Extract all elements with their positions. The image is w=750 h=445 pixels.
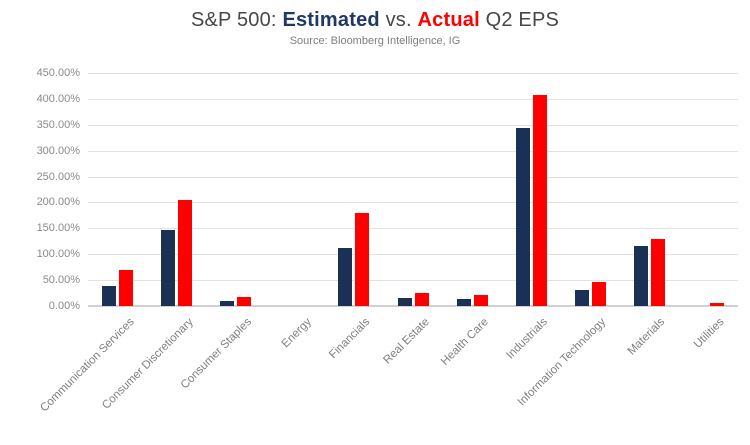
x-axis-label: Health Care [438, 316, 491, 368]
x-axis-label: Financials [327, 316, 373, 362]
bar-estimated [575, 290, 589, 306]
y-tick-label: 0.00% [48, 300, 80, 312]
y-tick-label: 300.00% [36, 144, 80, 157]
title-suffix: Q2 EPS [479, 9, 560, 31]
y-tick-label: 50.00% [42, 274, 80, 287]
gridline [88, 99, 738, 100]
y-tick-label: 350.00% [36, 118, 80, 131]
bar-estimated [516, 128, 530, 306]
gridline [88, 202, 738, 203]
bar-actual [474, 295, 488, 306]
gridline [88, 177, 738, 178]
chart-title: S&P 500: Estimated vs. Actual Q2 EPS [0, 9, 750, 32]
bar-actual [355, 213, 369, 306]
plot-area [88, 73, 738, 307]
x-axis-label: Communication Services [38, 316, 137, 415]
bar-group [338, 213, 369, 306]
gridline [88, 254, 738, 255]
bar-group [516, 95, 547, 306]
y-tick-label: 200.00% [36, 196, 80, 209]
x-axis-label: Real Estate [380, 316, 432, 367]
chart-subtitle: Source: Bloomberg Intelligence, IG [289, 35, 461, 47]
bar-estimated [457, 299, 471, 306]
bar-group [575, 282, 606, 306]
bar-estimated [338, 248, 352, 306]
bar-estimated [161, 230, 175, 306]
y-tick-label: 100.00% [36, 248, 80, 261]
y-tick-label: 400.00% [36, 92, 80, 105]
bar-group [161, 200, 192, 306]
bar-group [457, 295, 488, 306]
bar-actual [533, 95, 547, 306]
x-axis-label: Energy [279, 316, 314, 351]
gridline [88, 228, 738, 229]
bar-estimated [102, 286, 116, 306]
bar-actual [710, 303, 724, 306]
bar-actual [119, 270, 133, 306]
title-estimated-series-label: Estimated [282, 9, 380, 31]
bar-group [398, 293, 429, 306]
x-axis-line [88, 305, 738, 307]
bar-actual [415, 293, 429, 306]
bar-estimated [634, 246, 648, 306]
title-vs: vs. [379, 9, 418, 31]
x-axis-label: Materials [626, 316, 668, 358]
bar-group [693, 303, 724, 306]
bar-group [220, 297, 251, 306]
bar-actual [237, 297, 251, 306]
bar-estimated [220, 301, 234, 306]
x-axis-label: Utilities [691, 316, 727, 351]
bar-estimated [398, 298, 412, 306]
bar-group [102, 270, 133, 306]
gridline [88, 125, 738, 126]
y-tick-label: 250.00% [36, 170, 80, 183]
title-actual-series-label: Actual [417, 9, 480, 31]
gridline [88, 73, 738, 74]
gridline [88, 280, 738, 281]
bar-actual [651, 239, 665, 306]
bar-group [634, 239, 665, 306]
title-prefix: S&P 500: [190, 9, 283, 31]
gridline [88, 151, 738, 152]
y-tick-label: 150.00% [36, 222, 80, 235]
x-axis-label: Industrials [503, 316, 550, 362]
y-tick-label: 450.00% [36, 67, 80, 79]
bar-actual [592, 282, 606, 306]
bar-actual [178, 200, 192, 306]
